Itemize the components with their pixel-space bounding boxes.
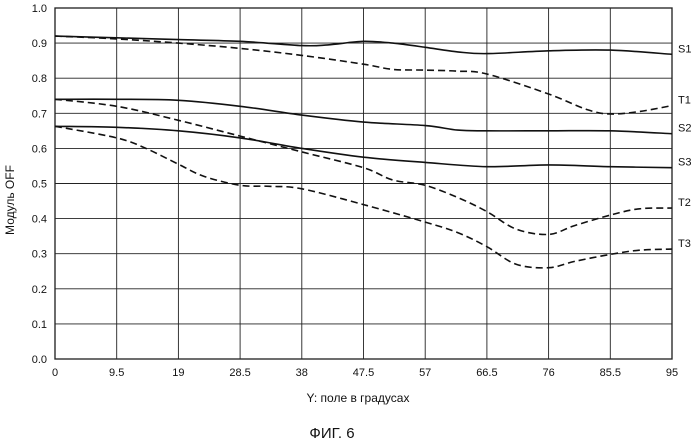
- y-tick-label: 0.5: [32, 179, 47, 191]
- figure-caption: ФИГ. 6: [309, 425, 354, 442]
- y-tick-label: 1.0: [32, 3, 47, 15]
- x-tick-label: 66.5: [476, 367, 497, 379]
- x-tick-label: 28.5: [229, 367, 250, 379]
- y-tick-label: 0.8: [32, 73, 47, 85]
- series-label-s1: S1: [678, 43, 691, 55]
- y-tick-label: 0.9: [32, 38, 47, 50]
- y-tick-label: 0.4: [32, 214, 47, 226]
- x-tick-label: 57: [419, 367, 431, 379]
- x-tick-label: 76: [542, 367, 554, 379]
- y-tick-label: 0.2: [32, 284, 47, 296]
- series-label-t3: T3: [678, 238, 691, 250]
- x-tick-label: 0: [52, 367, 58, 379]
- x-tick-label: 9.5: [109, 367, 124, 379]
- x-axis-label: Y: поле в градусах: [307, 391, 410, 405]
- y-tick-label: 0.1: [32, 319, 47, 331]
- y-tick-label: 0.0: [32, 354, 47, 366]
- y-tick-label: 0.7: [32, 108, 47, 120]
- x-tick-label: 38: [296, 367, 308, 379]
- x-tick-label: 95: [666, 367, 678, 379]
- y-tick-label: 0.6: [32, 143, 47, 155]
- series-label-t1: T1: [678, 95, 691, 107]
- x-tick-label: 19: [172, 367, 184, 379]
- y-tick-label: 0.3: [32, 249, 47, 261]
- y-tick-labels: 0.0 0.1 0.2 0.3 0.4 0.5 0.6 0.7 0.8 0.9 1.0: [32, 3, 47, 366]
- series-label-t2: T2: [678, 197, 691, 209]
- x-tick-label: 85.5: [600, 367, 621, 379]
- x-tick-label: 47.5: [353, 367, 374, 379]
- grid: [55, 8, 672, 359]
- x-tick-labels: 0 9.5 19 28.5 38 47.5 57 66.5 76 85.5 95: [52, 367, 678, 379]
- series-labels: S1 T1 S2 S3 T2 T3: [678, 43, 691, 250]
- series-label-s3: S3: [678, 157, 691, 169]
- y-axis-label: Модуль OFF: [3, 165, 17, 235]
- series-label-s2: S2: [678, 123, 691, 135]
